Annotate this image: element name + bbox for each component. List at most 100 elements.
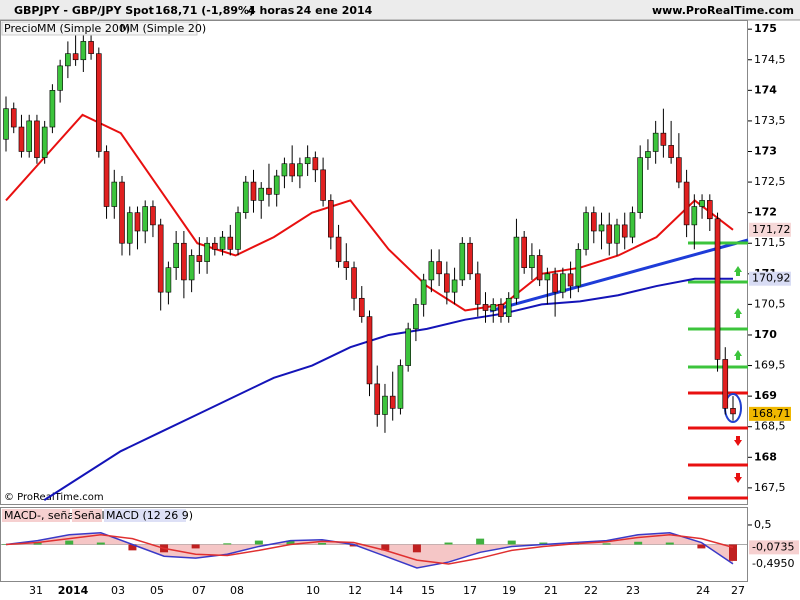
value-label: -0,4950 xyxy=(752,557,794,570)
x-tick-label: 19 xyxy=(502,584,516,597)
macd-line xyxy=(5,532,734,569)
price-label: 170,92 xyxy=(752,272,791,285)
plot xyxy=(3,29,736,501)
candle-body xyxy=(444,273,450,293)
candle-body xyxy=(706,200,713,220)
main-panel xyxy=(0,20,748,505)
y-tick-label: 175 xyxy=(754,22,777,35)
y-tick-label: 173 xyxy=(754,144,777,157)
histogram-bar xyxy=(349,544,358,547)
up-arrow xyxy=(734,266,742,276)
candle-body xyxy=(590,212,597,232)
value-label: -0,0735 xyxy=(752,540,794,553)
x-tick-label: 2014 xyxy=(58,584,89,597)
candle-body xyxy=(459,242,466,281)
candle-body xyxy=(505,297,512,317)
y-tick-label: 171,5 xyxy=(754,236,786,249)
candle-body xyxy=(382,395,388,415)
candle-body xyxy=(567,273,574,287)
histogram-bar xyxy=(476,538,485,545)
histogram-bar xyxy=(2,544,10,545)
candle-body xyxy=(18,126,25,152)
value-box xyxy=(749,540,799,555)
histogram-bar xyxy=(697,544,706,549)
legend-box xyxy=(2,509,70,522)
candle-body xyxy=(560,273,566,293)
drawings xyxy=(489,238,749,500)
candle-body xyxy=(389,395,396,409)
candle-body xyxy=(676,157,682,183)
up-arrow xyxy=(734,350,742,360)
candle-body xyxy=(258,187,265,201)
candle-body xyxy=(227,236,234,250)
candle-body xyxy=(536,255,543,281)
price-label: 168,71 xyxy=(752,407,791,420)
histogram-bar xyxy=(634,541,643,545)
histogram-bar xyxy=(381,544,390,551)
histogram-bar xyxy=(191,544,200,549)
y-tick-label: 168 xyxy=(754,450,777,463)
candle-body xyxy=(405,328,411,366)
candle-body xyxy=(699,200,705,207)
y-tick-label: 167,5 xyxy=(754,481,786,494)
candle-body xyxy=(374,383,381,415)
candle-body xyxy=(575,249,582,287)
candle-body xyxy=(165,267,172,293)
candle-body xyxy=(273,175,280,195)
candle-body xyxy=(366,316,373,385)
histogram-bar xyxy=(444,542,453,545)
quote: 168,71 (-1,89%) xyxy=(155,4,254,17)
candle-body xyxy=(529,255,535,268)
symbol: GBPJPY - GBP/JPY Spot xyxy=(14,4,154,17)
histogram-bar xyxy=(286,540,295,545)
candle-body xyxy=(304,157,311,165)
candle-body xyxy=(358,297,365,317)
candle-body xyxy=(320,169,326,201)
copyright: © ProRealTime.com xyxy=(4,492,104,503)
candle-body xyxy=(41,126,48,158)
candle-body xyxy=(660,132,667,146)
price-label: 171,72 xyxy=(752,223,791,236)
value-box xyxy=(749,556,799,571)
histogram-bar xyxy=(33,542,42,545)
candle-body xyxy=(134,212,141,232)
histogram-bar xyxy=(223,543,232,545)
legend-box xyxy=(72,509,102,522)
x-tick-label: 27 xyxy=(731,584,745,597)
candle-body xyxy=(235,212,241,250)
histogram-bar xyxy=(507,540,516,545)
candle-body xyxy=(65,53,71,67)
y-tick-label: 172,5 xyxy=(754,175,786,188)
candle-body xyxy=(281,163,288,177)
candle-body xyxy=(10,108,17,128)
legend-label: MM (Simple 200) xyxy=(37,22,130,35)
x-tick-label: 14 xyxy=(389,584,403,597)
candle-body xyxy=(297,163,303,177)
candle-body xyxy=(3,108,9,140)
candle-body xyxy=(111,181,118,207)
macd-plot xyxy=(1,532,747,569)
x-tick-label: 31 xyxy=(29,584,43,597)
y-tick-label: 172 xyxy=(754,206,777,219)
candle-body xyxy=(521,236,527,268)
date: 24 ene 2014 xyxy=(296,4,373,17)
price-box xyxy=(749,222,791,237)
x-tick-label: 23 xyxy=(626,584,640,597)
legend-label: MM (Simple 20) xyxy=(120,22,206,35)
candle-body xyxy=(668,145,674,158)
down-arrow xyxy=(734,436,742,446)
candle-body xyxy=(266,187,272,195)
histogram-bar xyxy=(318,542,327,545)
histogram-bar xyxy=(729,544,737,561)
candle-body xyxy=(312,157,319,171)
y-tick-label: 169,5 xyxy=(754,359,786,372)
histogram-bar xyxy=(65,540,74,545)
legend-label: Precio xyxy=(4,22,38,35)
candle-body xyxy=(204,242,210,262)
candle-body xyxy=(629,212,636,238)
candle-body xyxy=(219,236,226,250)
candle-body xyxy=(49,90,56,128)
histogram-bar xyxy=(539,542,548,545)
down-arrow xyxy=(734,473,742,483)
candle-body xyxy=(119,181,125,244)
